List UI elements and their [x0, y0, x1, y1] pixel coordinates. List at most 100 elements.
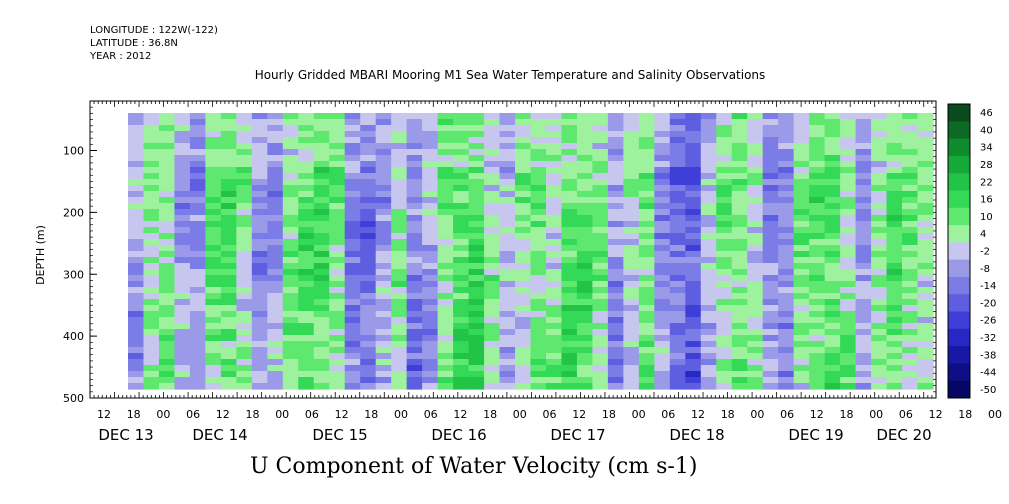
heat-cell: [220, 353, 237, 360]
heat-cell: [329, 341, 346, 348]
heat-cell: [886, 293, 903, 300]
heat-cell: [793, 281, 810, 288]
heat-cell: [282, 365, 299, 372]
heat-cell: [406, 161, 423, 168]
heat-cell: [731, 329, 748, 336]
heat-cell: [561, 281, 578, 288]
heat-cell: [607, 173, 624, 180]
heat-cell: [545, 329, 563, 336]
heat-cell: [871, 317, 888, 324]
heat-cell: [716, 185, 733, 192]
heat-cell: [344, 167, 361, 174]
heat-cell: [530, 299, 547, 306]
heat-cell: [824, 131, 841, 138]
heat-cell: [406, 197, 423, 204]
heat-cell: [747, 371, 764, 378]
hour-tick-label: 06: [899, 408, 913, 421]
heat-cell: [128, 275, 145, 282]
heat-cell: [298, 251, 315, 258]
heat-cell: [530, 239, 547, 246]
heat-cell: [422, 143, 439, 150]
heat-cell: [189, 269, 206, 276]
heat-cell: [793, 149, 810, 156]
heat-cell: [855, 383, 872, 390]
heat-cell: [824, 179, 841, 186]
heat-cell: [747, 353, 764, 360]
heat-cell: [174, 119, 191, 126]
heat-cell: [267, 203, 284, 210]
heat-cell: [576, 251, 594, 258]
hour-tick-label: 00: [156, 408, 170, 421]
heat-cell: [189, 293, 206, 300]
heat-cell: [437, 221, 454, 228]
colorbar-swatch: [948, 294, 970, 312]
heat-cell: [607, 359, 624, 366]
heat-cell: [778, 131, 795, 138]
heat-cell: [778, 197, 795, 204]
heat-cell: [205, 287, 222, 294]
heat-cell: [654, 155, 671, 162]
heat-cell: [313, 155, 330, 162]
heat-cell: [499, 311, 516, 318]
heat-cell: [484, 125, 501, 132]
heat-cell: [158, 293, 176, 300]
heat-cell: [236, 311, 253, 318]
heat-cell: [731, 227, 748, 234]
heat-cell: [762, 185, 779, 192]
heat-cell: [576, 149, 594, 156]
heat-cell: [391, 125, 408, 132]
heat-cell: [360, 119, 377, 126]
heat-cell: [716, 275, 733, 282]
heat-cell: [406, 185, 423, 192]
heat-cell: [685, 155, 702, 162]
heat-cell: [344, 263, 361, 270]
heat-cell: [189, 305, 206, 312]
heat-cell: [886, 215, 903, 222]
heat-cell: [406, 191, 423, 198]
heat-cell: [747, 341, 764, 348]
heat-cell: [515, 263, 532, 270]
heat-cell: [375, 203, 392, 210]
colorbar-label: 34: [980, 143, 993, 154]
heat-cell: [840, 269, 857, 276]
colorbar-label: 28: [980, 160, 993, 171]
heat-cell: [174, 149, 191, 156]
heat-cell: [840, 281, 857, 288]
heat-cell: [917, 137, 934, 144]
heat-cell: [360, 197, 377, 204]
heat-cell: [855, 293, 872, 300]
heat-cell: [220, 257, 237, 264]
heat-cell: [515, 119, 532, 126]
heat-cell: [685, 125, 702, 132]
heat-cell: [731, 251, 748, 258]
heat-cell: [716, 221, 733, 228]
heat-cell: [545, 209, 563, 216]
heat-cell: [871, 215, 888, 222]
heat-cell: [871, 203, 888, 210]
heat-cell: [236, 347, 253, 354]
heat-cell: [205, 335, 222, 342]
heat-cell: [499, 275, 516, 282]
heat-cell: [716, 155, 733, 162]
heat-cell: [654, 161, 671, 168]
heat-cell: [484, 119, 501, 126]
heat-cell: [468, 329, 485, 336]
heat-cell: [545, 203, 563, 210]
heat-cell: [251, 149, 268, 156]
heat-cell: [515, 341, 532, 348]
heat-cell: [886, 275, 903, 282]
heat-cell: [484, 263, 501, 270]
heat-cell: [654, 215, 671, 222]
heat-cell: [499, 185, 516, 192]
heat-cell: [313, 221, 330, 228]
heat-cell: [530, 155, 547, 162]
heat-cell: [128, 353, 145, 360]
heat-cell: [917, 143, 934, 150]
heat-cell: [623, 251, 640, 258]
heat-cell: [174, 293, 191, 300]
heat-cell: [391, 353, 408, 360]
heat-cell: [607, 233, 624, 240]
heat-cell: [205, 179, 222, 186]
heat-cell: [437, 335, 454, 342]
heat-cell: [484, 239, 501, 246]
